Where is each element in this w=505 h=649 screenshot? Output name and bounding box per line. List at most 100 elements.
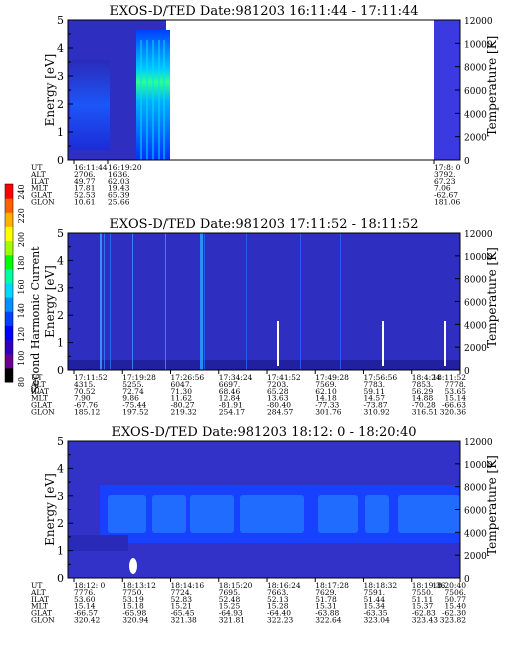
panel3-ytick-label: 3 [57,490,64,503]
panel3-orbit-value: 7591. [364,588,385,597]
panel3-orbit-value: 18:20:40 [432,581,466,590]
panel3-orbit-value: 7550. [412,588,433,597]
panel3-orbit-value: -64.40 [267,609,291,618]
panel3-plasma-core [108,495,146,533]
panel3-plasma-core [398,495,460,533]
panel2-ytick-label: 2 [57,309,64,322]
panel2-orbit-value: 13.63 [267,394,289,403]
panel1-ytick-label: 0 [57,154,64,167]
panel1-ytick-right-label: 12000 [464,17,493,27]
panel3-orbit-value: 51.44 [364,595,386,604]
colorbar-swatch [5,198,13,213]
panel2-orbit-value: 7569. [315,380,336,389]
colorbar-swatch [5,226,13,242]
panel2-orbit-value: 15.14 [445,394,467,403]
panel2-orbit-value: 17:26:56 [171,373,205,382]
panel2-orbit-value: 301.76 [315,408,341,417]
panel3-orbit-value: 18:17:28 [315,581,349,590]
panel2-ytick-label: 0 [57,364,64,377]
colorbar-tick-label: 80 [17,377,26,387]
colorbar-tick-label: 120 [17,327,26,342]
panel2-orbit-value: 14.88 [412,394,434,403]
panel1-orbit-value: 16:19:20 [108,163,142,172]
panel3-ylabel: Energy [eV] [43,473,57,546]
panel3-orbit-value: 7629. [315,588,336,597]
panel3-orbit-value: 51.78 [315,595,337,604]
panel1-burst-stripe [158,40,160,160]
panel3-orbit-value: 7695. [219,588,240,597]
panel2-orbit-value: -75.44 [122,401,146,410]
panel2-orbit-value: -80.40 [267,401,291,410]
panel1-orbit-row-label: ALT [30,170,46,179]
colorbar-swatch [5,283,13,298]
panel1-orbit-value: 17:8: 0 [434,163,461,172]
panel2-orbit-value: -81.91 [219,401,243,410]
panel3-orbit-value: 15.31 [315,602,336,611]
panel3-ytick-right-label: 8000 [464,484,487,494]
panel3-orbit-row-label: GLON [31,616,55,625]
panel1-orbit-value: 19.43 [108,184,130,193]
panel3-ytick-label: 0 [57,572,64,585]
panel3-plasma-core [152,495,186,533]
panel2-orbit-row-label: GLAT [31,401,52,410]
panel2-orbit-value: 11.62 [171,394,193,403]
panel1-ylabel-right: Temperature [K] [485,36,499,137]
panel3-title: EXOS-D/TED Date:981203 18:12: 0 - 18:20:… [112,425,417,440]
panel2-title: EXOS-D/TED Date:981203 17:11:52 - 18:11:… [109,217,418,232]
panel2-orbit-value: 68.46 [219,387,241,396]
panel2-orbit-value: 7.90 [74,394,91,403]
panel2-streak [165,233,166,370]
panel1-ylabel: Energy [eV] [43,54,57,127]
colorbar-tick-label: 220 [17,208,26,223]
panel2-orbit-value: 9.86 [122,394,139,403]
panel3-orbit-row-label: ILAT [31,595,49,604]
panel2-orbit-value: -73.87 [364,401,388,410]
panel3-orbit-value: 15.28 [267,602,289,611]
panel2-ytick-label: 3 [57,282,64,295]
panel1-orbit-row-label: UT [31,163,42,172]
panel2-field-base [68,360,460,370]
panel3-orbit-value: 52.83 [171,595,193,604]
panel2-ylabel: Energy [eV] [43,265,57,338]
panel3-orbit-value: 321.38 [171,616,197,625]
panel2-field [68,233,460,370]
panel3-orbit-value: 7776. [74,588,95,597]
panel2-streak [132,233,133,370]
panel1-ytick-right-label: 4000 [464,110,487,120]
panel3-orbit-value: 15.21 [171,602,192,611]
panel1-ytick-right-label: 10000 [464,40,493,50]
panel1-orbit-row-label: GLAT [31,191,52,200]
panel2-ytick-label: 5 [57,227,64,240]
panel3-orbit-value: 15.14 [74,602,96,611]
panel2-orbit-row-label: ILAT [31,387,49,396]
panel2-orbit-value: 17:41:52 [267,373,301,382]
panel1-orbit-value: 7.06 [434,184,451,193]
panel2-orbit-value: 53.65 [445,387,467,396]
panel3-orbit-value: 18:19:36 [412,581,446,590]
panel1-orbit-value: 16:11:44 [74,163,108,172]
panel3-orbit-value: 52.48 [219,595,241,604]
panel3-ytick-right-label: 2000 [464,552,487,562]
panel3-orbit-value: -64.93 [219,609,243,618]
panel3-orbit-value: 18:14:16 [171,581,205,590]
panel2-ytick-right-label: 6000 [464,299,487,309]
panel3-orbit-value: 320.42 [74,616,100,625]
colorbar-swatch [5,240,13,256]
panel1-burst-stripe [163,40,165,160]
panel2-ytick-right-label: 8000 [464,276,487,286]
panel3-orbit-value: -63.35 [364,609,388,618]
panel3-orbit-value: -62.30 [442,609,466,618]
panel3-orbit-value: 7663. [267,588,288,597]
panel2-orbit-value: 14.18 [315,394,337,403]
panel1-ytick-right-label: 2000 [464,134,487,144]
panel2-orbit-value: 17:34:24 [219,373,253,382]
panel3-ytick-right-label: 4000 [464,529,487,539]
colorbar-tick-label: 100 [17,351,26,366]
panel2-orbit-value: 316.51 [412,408,438,417]
panel3-plasma-core [190,495,234,533]
panel2-orbit-value: 6697. [219,380,240,389]
panel1-burst-stripe [152,40,154,160]
panel3-orbit-value: 18:15:20 [219,581,253,590]
panel2-orbit-value: 14.57 [364,394,386,403]
colorbar-swatch [5,212,13,227]
